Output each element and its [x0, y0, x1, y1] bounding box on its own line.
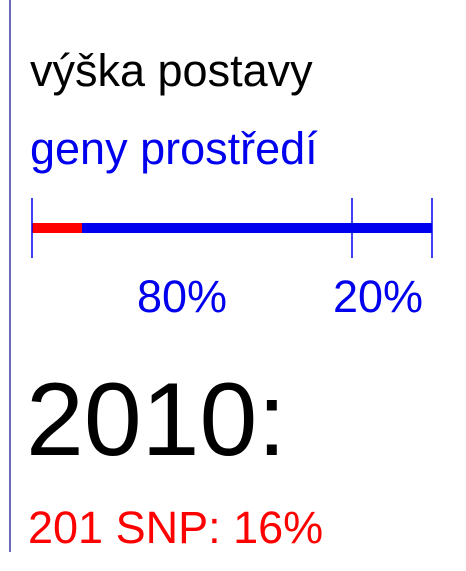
result: 201 SNP: 16% [28, 502, 323, 553]
bar [31, 198, 433, 258]
bar-label: 80% [137, 271, 227, 322]
bar-label: 20% [333, 271, 423, 322]
year: 2010: [26, 362, 286, 478]
subtitle: geny prostředí [30, 123, 318, 174]
title: výška postavy [30, 45, 313, 96]
